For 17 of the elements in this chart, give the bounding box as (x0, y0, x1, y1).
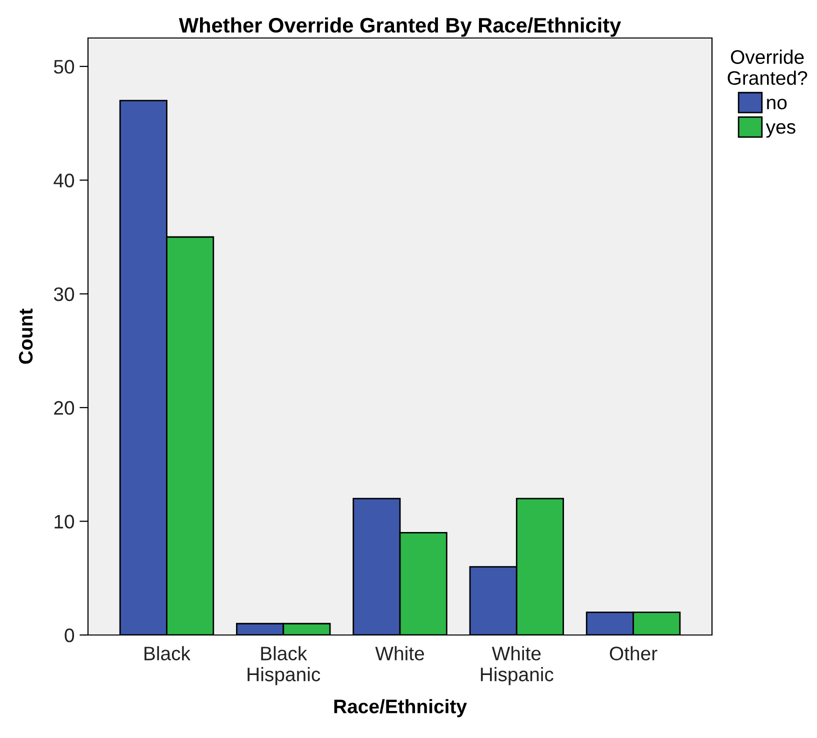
y-tick-label: 20 (54, 401, 74, 415)
y-tick-label: 0 (64, 628, 74, 642)
x-tick-label: White (375, 646, 424, 660)
legend-label: no (767, 98, 787, 110)
y-tick-label: 40 (54, 174, 74, 188)
chart-title: Whether Override Granted By Race/Ethnicity (178, 17, 622, 37)
y-tick-label: 30 (54, 287, 74, 302)
y-tick-label: 50 (54, 60, 74, 74)
x-tick-label: Black Hispanic (248, 646, 320, 686)
x-axis-title: Race/Ethnicity (334, 699, 467, 718)
x-tick-label: White Hispanic (480, 646, 554, 686)
x-tick-label: Other (610, 646, 658, 660)
legend-title: Override Granted? (728, 50, 808, 85)
y-axis-title: Count (18, 308, 33, 364)
legend-label: yes (766, 123, 796, 138)
x-tick-label: Black (144, 646, 191, 660)
y-tick-label: 10 (54, 514, 74, 529)
